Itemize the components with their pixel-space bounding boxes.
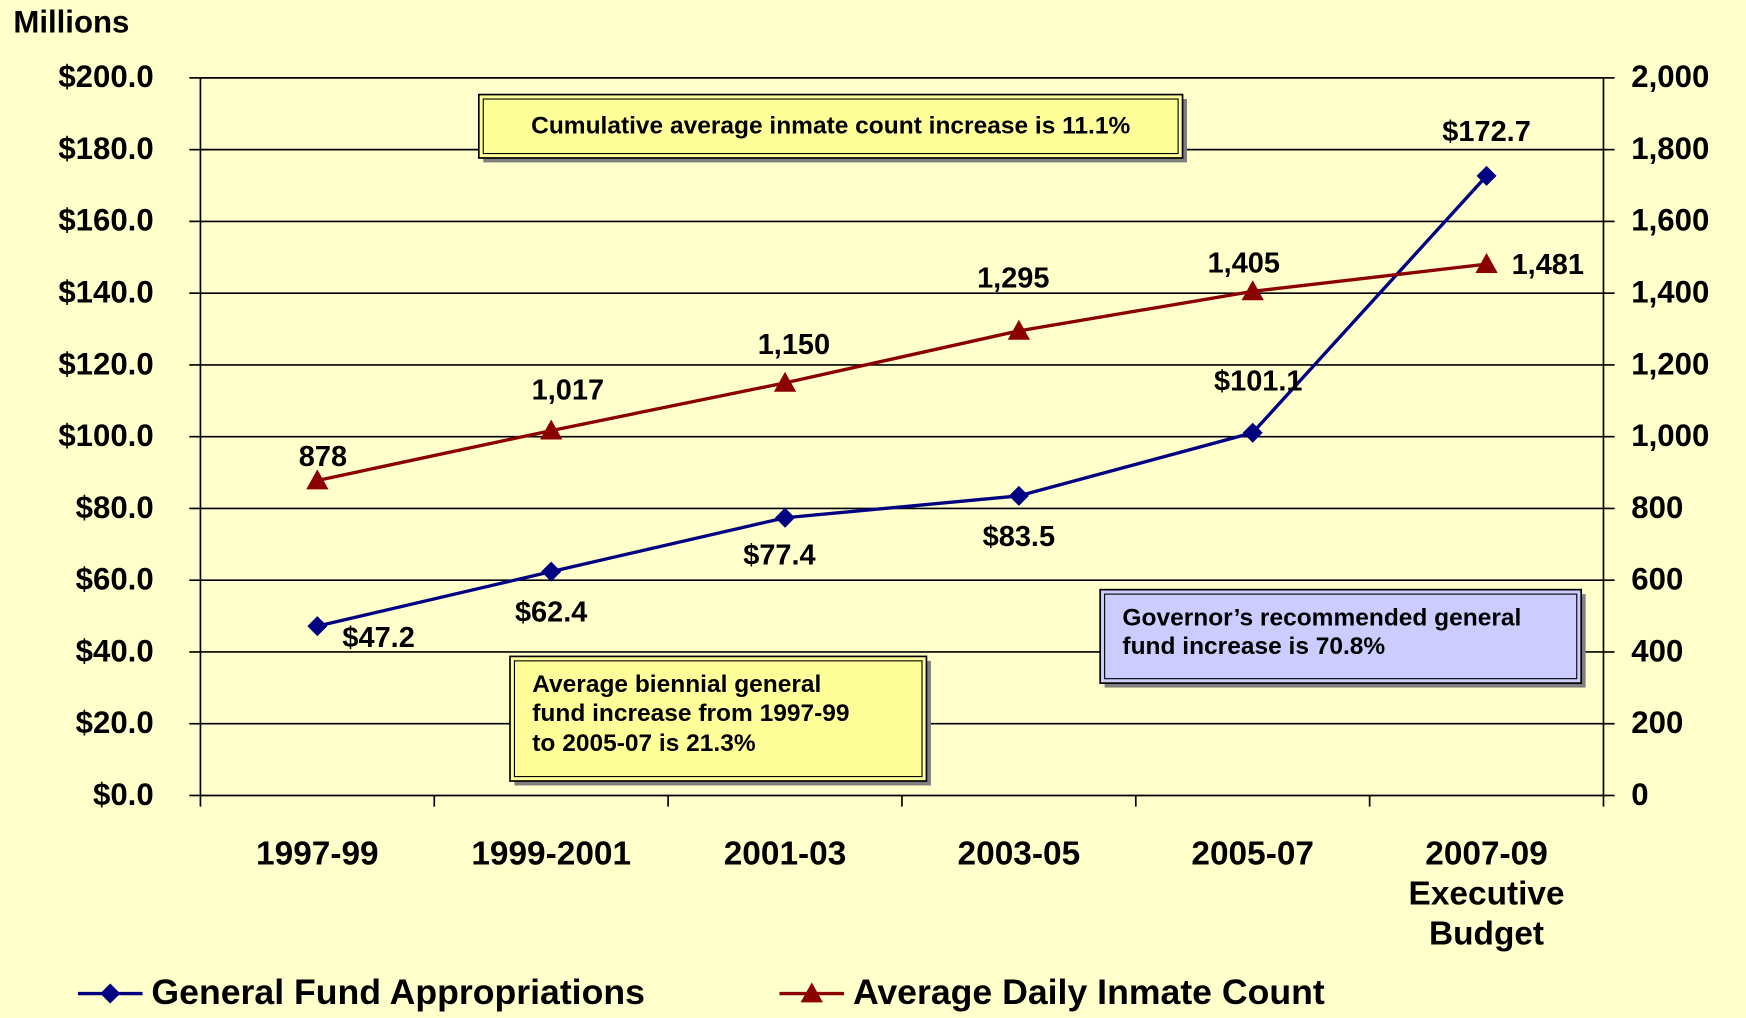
data-label: $62.4 (515, 597, 587, 629)
marker (1007, 319, 1031, 340)
legend-label: Average Daily Inmate Count (853, 972, 1325, 1012)
x-tick-label: 2007-09 Executive Budget (1408, 835, 1565, 953)
data-label: 878 (299, 441, 347, 473)
marker (1242, 422, 1263, 443)
x-tick-label-box: 1999-2001 (471, 835, 632, 873)
data-label: 1,150 (758, 329, 830, 361)
marker (541, 561, 562, 582)
y2-tick-label: 2,000 (1631, 59, 1709, 94)
x-tick-label: 2005-07 (1191, 835, 1315, 873)
y2-tick-label: 1,400 (1631, 275, 1709, 310)
x-tick-label-box: 2003-05 (957, 835, 1081, 873)
y-tick-label: $180.0 (58, 131, 153, 166)
marker (1475, 252, 1498, 273)
data-label: $77.4 (743, 539, 815, 571)
y-tick-label: $80.0 (76, 490, 154, 525)
y2-tick-label: 1,000 (1631, 418, 1709, 453)
y2-tick-label: 400 (1631, 633, 1683, 668)
data-label: $172.7 (1442, 116, 1531, 148)
marker (306, 469, 329, 490)
y-tick-label: $100.0 (58, 418, 153, 453)
y-tick-label: $0.0 (93, 777, 154, 812)
data-label: $83.5 (983, 521, 1055, 553)
annotation-frame (477, 93, 1184, 159)
legend-item: General Fund Appropriations (77, 972, 645, 1012)
x-tick-label: 2001-03 (723, 835, 847, 873)
data-label: 1,017 (532, 374, 604, 406)
y-tick-label: $160.0 (58, 203, 153, 238)
y-axis-label: Millions (13, 5, 129, 40)
y-tick-label: $60.0 (76, 562, 154, 597)
marker (540, 419, 563, 440)
data-label: $47.2 (342, 622, 414, 654)
marker (307, 616, 328, 637)
y2-tick-label: 600 (1631, 562, 1683, 597)
marker (1476, 165, 1497, 186)
marker (775, 507, 796, 528)
series-line (316, 174, 1488, 628)
marker (100, 983, 121, 1004)
y-tick-label: $40.0 (76, 633, 154, 668)
marker (800, 982, 823, 1003)
annotation-frame (1099, 588, 1583, 684)
annotation-inner (482, 98, 1179, 155)
y2-tick-label: 1,200 (1631, 346, 1709, 381)
y2-tick-label: 800 (1631, 490, 1683, 525)
annotation-box: Cumulative average inmate count increase… (531, 111, 1131, 140)
x-tick-label-box: 2005-07 (1191, 835, 1315, 873)
y2-tick-label: 200 (1631, 705, 1683, 740)
data-label: $101.1 (1214, 365, 1303, 397)
y2-tick-label: 1,600 (1631, 203, 1709, 238)
y-tick-label: $140.0 (58, 275, 153, 310)
annotation: Cumulative average inmate count increase… (531, 111, 1131, 140)
y2-tick-label: 0 (1631, 777, 1648, 812)
annotation-inner (1104, 593, 1578, 680)
y-tick-label: $200.0 (58, 59, 153, 94)
x-tick-label: 1997-99 (256, 835, 379, 873)
data-label: 1,405 (1208, 247, 1280, 279)
y-tick-label: $20.0 (76, 705, 154, 740)
x-tick-label-box: 2001-03 (723, 835, 847, 873)
annotation-box: Average biennial general fund increase f… (532, 669, 850, 757)
annotation: Average biennial general fund increase f… (532, 669, 850, 757)
annotation: Governor’s recommended general fund incr… (1122, 603, 1522, 661)
marker (773, 371, 797, 392)
x-tick-label-box: 2007-09 Executive Budget (1408, 835, 1565, 953)
x-tick-label-box: 1997-99 (256, 835, 379, 873)
annotation-box: Governor’s recommended general fund incr… (1122, 603, 1522, 661)
x-tick-label: 2003-05 (957, 835, 1081, 873)
marker (1008, 485, 1029, 506)
series-line (317, 262, 1487, 483)
legend-label: General Fund Appropriations (151, 972, 644, 1012)
annotation-frame (509, 655, 928, 782)
x-tick-label: 1999-2001 (471, 835, 632, 873)
legend-item: Average Daily Inmate Count (779, 972, 1325, 1012)
data-label: 1,481 (1512, 249, 1584, 281)
y-tick-label: $120.0 (58, 346, 153, 381)
y2-tick-label: 1,800 (1631, 131, 1709, 166)
marker (1241, 280, 1264, 301)
annotation-inner (513, 660, 923, 778)
data-label: 1,295 (977, 262, 1049, 294)
